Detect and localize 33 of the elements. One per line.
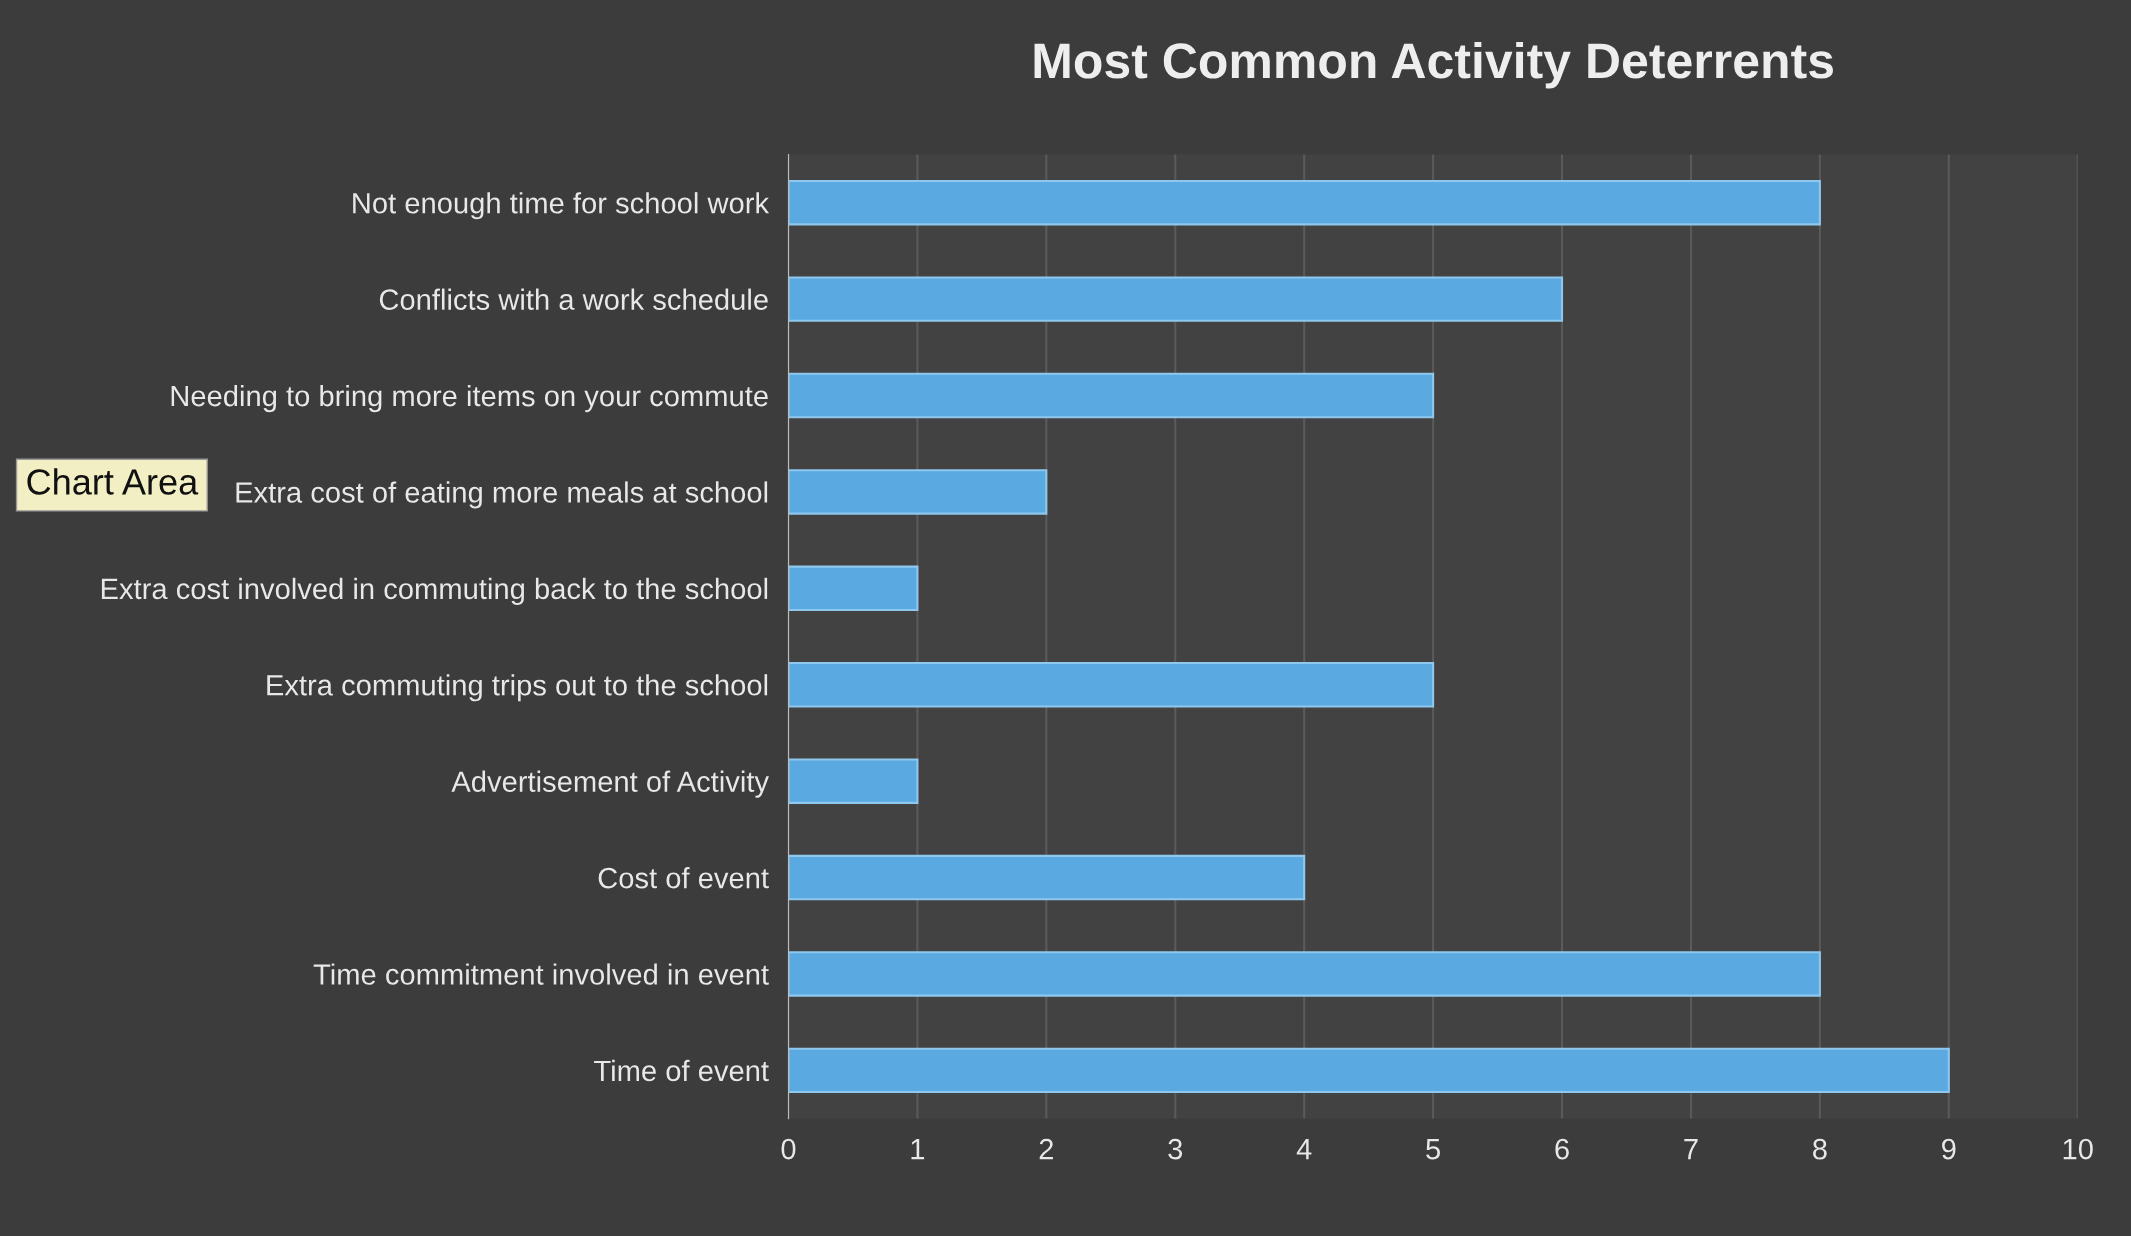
y-tick-label: Time commitment involved in event (313, 963, 769, 985)
x-tick-label: 6 (1555, 1138, 1569, 1160)
x-tick-label: 1 (911, 1139, 925, 1160)
y-tick-label: Needing to bring more items on your commute (171, 384, 768, 413)
x-tick-label: 0 (781, 1138, 796, 1160)
x-tick-label: 3 (1168, 1138, 1183, 1160)
bar (788, 276, 1564, 322)
bar (788, 372, 1435, 419)
y-tick-label: Cost of event (598, 867, 769, 889)
y-tick-label: Extra commuting trips out to the school (267, 674, 768, 702)
bar (788, 951, 1821, 997)
x-tick-label: 4 (1296, 1139, 1312, 1160)
bar (788, 179, 1821, 226)
y-tick-label: Not enough time for school work (353, 192, 770, 220)
x-tick-label: 10 (2063, 1138, 2093, 1160)
y-tick-label: Conflicts with a work schedule (379, 288, 768, 310)
x-tick-label: 2 (1039, 1138, 1053, 1160)
y-tick-label: Extra cost involved in commuting back to the school (101, 577, 768, 605)
bar (788, 1047, 1950, 1094)
bar (788, 662, 1435, 708)
bar (788, 758, 919, 804)
bar (788, 469, 1048, 515)
x-tick-label: 8 (1813, 1138, 1827, 1160)
chart-title: Most Common Activity Deterrents (1034, 41, 1833, 89)
x-tick-label: 7 (1684, 1139, 1698, 1160)
y-tick-label: Advertisement of Activity (451, 770, 769, 798)
text: Chart Area (27, 468, 199, 495)
bar (788, 854, 1306, 901)
y-tick-label: Time of event (594, 1059, 769, 1082)
bar (788, 565, 919, 612)
x-tick-label: 9 (1942, 1138, 1956, 1160)
x-tick-label: 5 (1426, 1139, 1440, 1160)
y-tick-label: Extra cost of eating more meals at school (236, 481, 768, 509)
